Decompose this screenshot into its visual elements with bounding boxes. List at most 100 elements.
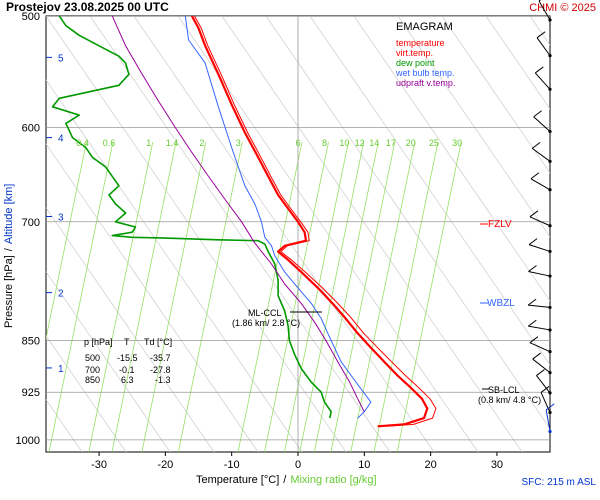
adiabat-line	[46, 271, 171, 452]
temp-tick-label: 10	[358, 459, 370, 471]
pressure-tick-label: 850	[22, 336, 40, 348]
temp-tick-label: 20	[425, 459, 437, 471]
wind-barb-staff	[536, 375, 551, 394]
wind-barb	[527, 298, 552, 310]
adiabat-line	[309, 16, 550, 366]
wind-barbs	[527, 0, 555, 434]
mixing-ratio-label: 12	[355, 138, 365, 148]
wind-barb-dot	[548, 350, 552, 354]
legend-dew-point: dew point	[396, 58, 435, 68]
wind-barb-flag	[529, 336, 539, 344]
adiabat-line	[529, 16, 550, 46]
mixing-ratio-label: 6	[295, 138, 300, 148]
table-header-t: T	[124, 337, 130, 347]
mixing-ratio-line	[330, 141, 396, 452]
mixing-ratio-line	[264, 141, 329, 452]
wind-barb	[545, 403, 555, 434]
mixing-ratio-label: 3	[236, 138, 241, 148]
mixing-ratio-line	[88, 141, 154, 452]
mixing-ratio-line	[373, 141, 439, 452]
ml-ccl-detail: (1.86 km/ 2.8 °C)	[232, 318, 300, 328]
y-axis-sep: /	[3, 247, 15, 251]
wind-barb-flag	[531, 142, 541, 149]
adiabat-line	[133, 16, 435, 452]
wind-barb	[536, 369, 552, 395]
wind-barb	[536, 31, 552, 58]
table-header-td: Td [°C]	[144, 337, 172, 347]
x-axis-sep: /	[283, 474, 287, 486]
wind-barb	[529, 210, 552, 228]
mixing-ratio-label: 17	[386, 138, 396, 148]
adiabat-line	[353, 16, 550, 302]
adiabat-line	[485, 16, 550, 110]
wbzl-label: WBZL	[487, 298, 515, 309]
pressure-tick-label: 500	[22, 11, 40, 23]
wind-barb-dot	[548, 87, 552, 91]
mixing-ratio-label: 30	[452, 138, 462, 148]
table-cell: -1.3	[155, 375, 171, 385]
wind-barb-dot	[548, 305, 552, 310]
wind-barb-flag	[533, 110, 542, 118]
mixing-ratio-label: 25	[429, 138, 439, 148]
legend: EMAGRAM temperature virt.temp. dew point…	[395, 21, 455, 88]
mixing-ratio-label: 0.4	[76, 138, 89, 148]
wind-barb-flag	[529, 210, 539, 218]
adiabat-line	[46, 207, 215, 452]
wind-barb-staff	[528, 325, 551, 331]
x-axis-temp-label: Temperature [°C]	[196, 474, 279, 486]
mixing-ratio-label: 1	[146, 138, 151, 148]
adiabat-line	[221, 16, 523, 452]
wind-barb	[528, 265, 552, 278]
table-cell: -27.8	[150, 365, 171, 375]
wind-barb	[530, 172, 552, 192]
wind-barb-staff	[530, 178, 551, 191]
legend-virt-temp: virt.temp.	[396, 48, 433, 58]
copyright: CHMI © 2025	[529, 2, 596, 14]
pressure-tick-label: 925	[22, 387, 40, 399]
mixing-ratio-line	[48, 141, 114, 452]
wind-barb	[540, 386, 552, 415]
altitude-tick-label: 3	[58, 213, 64, 224]
wind-barb-flag	[528, 319, 537, 327]
mixing-ratio-line	[177, 141, 243, 452]
adiabat-line	[89, 16, 391, 452]
adiabat-line	[177, 16, 479, 452]
legend-temperature: temperature	[396, 38, 445, 48]
wind-barb-staff	[528, 244, 551, 252]
wind-barb-dot	[548, 328, 552, 332]
wind-barb	[531, 142, 552, 163]
mixing-ratio-label: 1.4	[166, 138, 179, 148]
mixing-ratio-label: 10	[339, 138, 349, 148]
wind-barb-dot	[548, 391, 552, 395]
adiabat-line	[441, 16, 550, 174]
wind-barb	[528, 238, 552, 254]
table-cell: -15.5	[117, 353, 138, 363]
table-cell: 500	[85, 353, 100, 363]
adiabat-line	[397, 16, 550, 238]
wind-barb-dot	[548, 410, 552, 415]
mixing-ratio-line	[396, 141, 462, 452]
wind-barb-staff	[540, 392, 551, 413]
series-line-dew-point	[51, 16, 332, 419]
altitude-tick-label: 2	[58, 289, 64, 300]
series-line-wet-bulb-temp	[184, 16, 372, 419]
wind-barb-dot	[548, 371, 552, 375]
mixing-ratio-line	[237, 141, 303, 452]
wind-barb-flag	[536, 369, 545, 376]
temp-tick-label: -20	[157, 459, 173, 471]
x-axis-mix-label: Mixing ratio [g/kg]	[290, 474, 376, 486]
pressure-tick-label: 1000	[16, 435, 40, 447]
mixing-ratio-line	[284, 141, 349, 452]
sb-lcl-detail: (0.8 km/ 4.8 °C)	[478, 395, 541, 405]
wind-barb-staff	[536, 37, 551, 56]
series-line-udpraft-v-temp	[111, 16, 365, 412]
temp-tick-label: -10	[224, 459, 240, 471]
wind-barb-dot	[548, 129, 552, 134]
wind-barb-staff	[538, 0, 551, 21]
altitude-tick-label: 1	[58, 364, 64, 375]
temp-tick-label: -30	[91, 459, 107, 471]
mixing-ratio-label: 20	[406, 138, 416, 148]
wind-barb	[533, 110, 552, 134]
altitude-tick-label: 5	[58, 53, 64, 64]
adiabat-line	[46, 79, 303, 452]
